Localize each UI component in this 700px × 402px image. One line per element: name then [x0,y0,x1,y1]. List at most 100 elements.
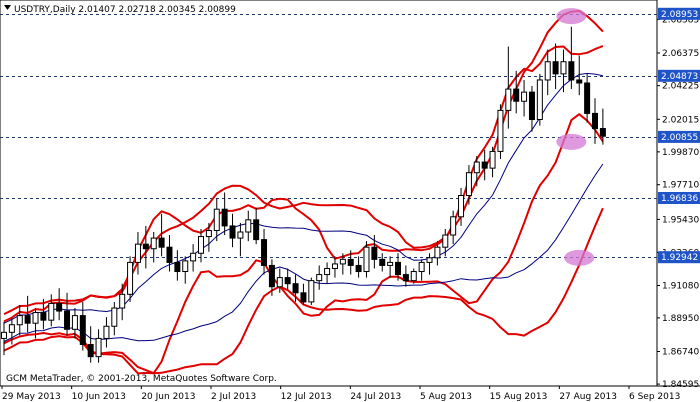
price-tag-label: 2.08953 [661,10,698,20]
candle-body-up [308,280,315,303]
candle-body-down [87,343,94,358]
candle [205,222,212,252]
candle [24,295,31,333]
price-tag-label: 1.92942 [661,253,698,263]
candle [308,277,315,305]
candle-body-down [253,219,260,241]
price-tag: 1.96836 [658,192,700,205]
candle-body-down [292,283,299,294]
candle-body-down [576,79,583,84]
candle-body-down [513,88,520,102]
candle [568,26,575,90]
candle-body-up [190,252,197,262]
x-tick-label: 6 Sep 2013 [629,392,680,402]
candle [64,292,71,336]
candle-body-down [599,128,606,137]
candle-body-up [198,236,204,254]
candle [497,104,504,160]
y-tick-label: 1.86740 [662,347,699,357]
price-tag: 2.08953 [658,7,700,20]
candle-body-up [111,307,118,327]
candle-body-down [221,208,228,227]
time-axis-ticks: 29 May 2013 10 Jun 2013 20 Jun 2013 2 Jul 2… [1,386,680,402]
x-tick-label: 29 May 2013 [2,392,61,402]
candle-body-down [56,302,63,312]
candle [87,326,94,363]
candle-body-up [324,267,331,276]
candle [465,165,472,205]
candle-body-up [458,195,465,218]
candle [284,268,291,290]
candle [198,228,204,263]
candle [134,231,141,275]
candle-body-up [544,61,551,81]
candle [245,210,252,242]
candle-body-down [229,225,236,239]
candle-body-up [16,315,23,326]
candle [253,207,260,245]
candle [111,301,118,336]
candle [1,321,7,356]
candle [387,256,394,278]
y-tick-label: 1.91080 [662,282,699,292]
candle [79,301,86,351]
candle-body-up [103,325,110,339]
y-tick-label: 2.06375 [662,49,699,59]
candle [119,283,126,321]
candle-body-up [339,258,346,265]
price-tag: 1.92942 [658,251,700,264]
candle [505,46,512,129]
price-tag-label: 2.04873 [661,72,698,82]
price-tag: 2.04873 [658,69,700,82]
candle [395,253,401,281]
candle-body-down [24,315,31,324]
candle [32,308,39,339]
candle [16,304,23,336]
candle [442,228,449,257]
candle [268,259,275,296]
candle-body-up [560,61,567,75]
candle-body-down [79,315,86,345]
candle-body-up [316,274,323,282]
candle-body-up [363,246,370,273]
candle-body-down [284,277,291,285]
candle [221,192,228,236]
candle-body-up [465,172,472,197]
y-tick-label: 1.97710 [662,181,699,191]
candle-body-up [237,231,244,239]
candle-body-up [497,109,504,152]
candle [166,235,173,272]
triangle-icon [4,5,11,10]
candle [592,98,598,144]
candle [40,298,47,330]
candle-body-down [584,82,591,114]
candle-body-down [64,310,71,330]
x-tick-label: 2 Jul 2013 [211,392,256,402]
candle-body-down [300,292,307,303]
price-tag: 2.00855 [658,130,700,143]
candle-body-up [387,261,394,266]
candle [576,55,583,96]
y-tick-label: 2.04225 [662,82,699,92]
candle-body-up [505,88,512,111]
candle-body-up [150,237,157,250]
candle-body-up [489,150,496,169]
candle [142,225,149,269]
candle [355,256,362,278]
symbol-line: USDTRY,Daily 2.01407 2.02718 2.00345 2.0… [14,5,236,15]
candle [331,256,338,278]
candle [150,231,157,263]
price-tag-label: 1.96836 [661,194,698,204]
candle [95,329,102,363]
candle [458,187,465,226]
candle [316,265,323,290]
candle [190,244,197,272]
x-tick-label: 5 Aug 2013 [420,392,472,402]
candle [521,79,528,117]
price-tag-bg [658,7,700,20]
price-tag-bg [658,192,700,205]
candle-body-down [568,61,575,81]
copyright: GCM MetaTrader, © 2001-2013, MetaQuotes … [6,374,277,384]
candle [56,288,63,321]
